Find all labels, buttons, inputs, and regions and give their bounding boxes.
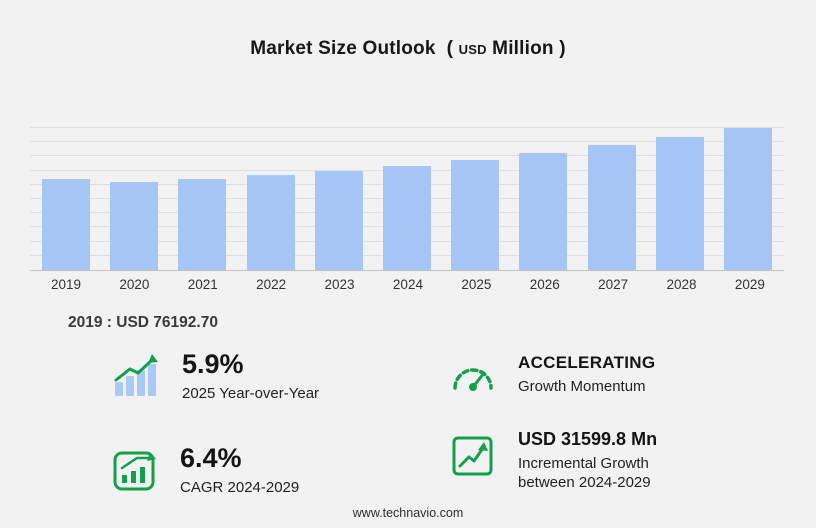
bar-2029 <box>723 128 772 270</box>
chart-title-main: Market Size Outlook <box>250 38 436 59</box>
incremental-growth-icon <box>450 432 496 478</box>
bar-2021 <box>178 179 227 270</box>
x-axis-label-2029: 2029 <box>734 277 765 292</box>
bar-chart-plot-area <box>30 127 784 271</box>
x-axis-label-2025: 2025 <box>461 277 492 292</box>
bar-2028 <box>655 137 704 270</box>
bar-growth-arrow-icon <box>112 352 160 398</box>
bar-2027 <box>587 145 636 270</box>
stat-value: ACCELERATING <box>518 353 656 372</box>
stat-value: 5.9% <box>182 349 244 379</box>
cagr-chart-icon <box>112 446 158 492</box>
bar-2022 <box>246 175 295 270</box>
x-axis-label-2020: 2020 <box>119 277 150 292</box>
stat-year-over-year: 5.9% 2025 Year-over-Year <box>112 349 320 403</box>
stat-cagr: 6.4% CAGR 2024-2029 <box>112 443 300 497</box>
bar-2025 <box>451 160 500 270</box>
x-axis-label-2022: 2022 <box>256 277 287 292</box>
x-axis-label-2028: 2028 <box>666 277 697 292</box>
website-url: www.technavio.com <box>352 506 464 520</box>
bar-2023 <box>314 171 363 270</box>
x-axis-label-2019: 2019 <box>50 277 82 292</box>
stat-label: 2025 Year-over-Year <box>182 384 320 402</box>
stat-growth-momentum: ACCELERATING Growth Momentum <box>450 353 656 396</box>
bar-2019 <box>42 179 90 270</box>
bar-series <box>42 128 772 270</box>
speedometer-icon <box>450 356 496 394</box>
stat-label: CAGR 2024-2029 <box>180 478 300 496</box>
stat-value: USD 31599.8 Mn <box>518 429 658 449</box>
stat-label: Growth Momentum <box>518 377 646 395</box>
bar-2024 <box>382 166 431 270</box>
x-axis-label-2026: 2026 <box>529 277 560 292</box>
gridline <box>30 141 784 143</box>
bar-2026 <box>519 153 568 270</box>
stat-label: Incremental Growth between 2024-2029 <box>518 454 651 491</box>
x-axis-label-2027: 2027 <box>598 277 629 292</box>
x-axis-label-2023: 2023 <box>324 277 355 292</box>
title-unit: Million <box>492 38 554 59</box>
title-paren-close: ) <box>559 38 566 59</box>
title-paren-open: ( <box>446 38 454 59</box>
x-axis-label-2021: 2021 <box>187 277 218 292</box>
x-axis-labels: 2019 2020 2021 2022 2023 2024 2025 2026 2027 2028… <box>42 277 774 292</box>
stat-incremental-growth: USD 31599.8 Mn Incremental Growth betwee… <box>450 429 694 492</box>
gridline <box>30 155 784 157</box>
base-year-value: 2019 : USD 76192.70 <box>68 314 218 331</box>
chart-title: Market Size Outlook ( USD Million ) <box>0 38 816 60</box>
gridline <box>30 127 784 128</box>
bar-2020 <box>110 182 159 270</box>
stat-value: 6.4% <box>180 443 242 473</box>
title-currency: USD <box>458 42 487 57</box>
x-axis-label-2024: 2024 <box>392 277 423 292</box>
